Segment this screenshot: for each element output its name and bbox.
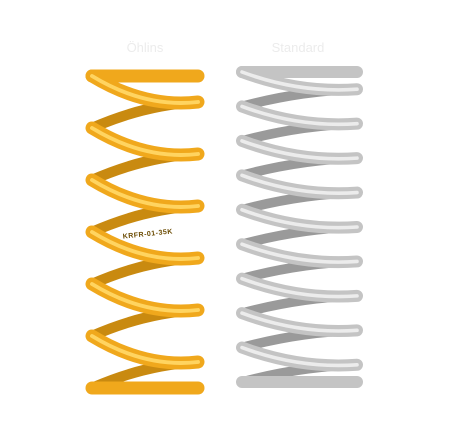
coil-highlight xyxy=(240,311,359,333)
coil-highlight xyxy=(240,70,359,92)
right-label: Standard xyxy=(272,40,325,55)
coil-highlight xyxy=(90,334,200,365)
coil-highlight xyxy=(90,282,200,313)
left-label: Öhlins xyxy=(127,40,164,55)
coil-highlight xyxy=(240,104,359,127)
coil-highlight xyxy=(240,207,359,230)
coil-highlight xyxy=(90,74,200,105)
coil-highlight xyxy=(90,126,200,157)
coil-highlight xyxy=(90,230,200,261)
yellow-spring xyxy=(85,69,205,395)
coil-highlight xyxy=(240,276,359,299)
spring-marking: KRFR-01-35K xyxy=(122,228,173,240)
coil-highlight xyxy=(90,178,200,209)
coil-highlight xyxy=(240,139,359,161)
coil-highlight xyxy=(240,173,359,196)
gray-spring xyxy=(236,66,363,388)
coil-highlight xyxy=(240,242,359,264)
coil-highlight xyxy=(240,345,359,368)
